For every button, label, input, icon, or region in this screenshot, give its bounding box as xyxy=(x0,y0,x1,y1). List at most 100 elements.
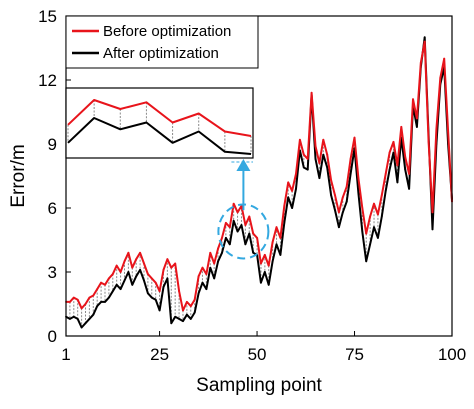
data-point-before-optimization xyxy=(252,232,255,235)
x-tick-label: 25 xyxy=(150,345,169,364)
data-point-before-optimization xyxy=(373,202,375,205)
data-point-before-optimization xyxy=(197,275,200,278)
data-point-before-optimization xyxy=(260,262,262,265)
data-point-after-optimization xyxy=(166,277,169,280)
data-point-after-optimization xyxy=(287,196,290,199)
data-point-after-optimization xyxy=(361,230,364,233)
data-point-before-optimization xyxy=(146,273,149,276)
data-point-after-optimization xyxy=(302,166,305,169)
series-line-before-optimization xyxy=(66,40,453,312)
data-point-after-optimization xyxy=(76,318,79,320)
data-point-before-optimization xyxy=(279,236,282,239)
data-point-before-optimization xyxy=(357,177,360,180)
data-point-after-optimization xyxy=(127,271,130,273)
data-point-after-optimization xyxy=(150,296,153,299)
data-point-before-optimization xyxy=(178,290,180,293)
data-point-after-optimization xyxy=(232,219,235,222)
data-point-after-optimization xyxy=(84,322,87,325)
data-point-after-optimization xyxy=(92,313,95,316)
x-tick-label: 1 xyxy=(61,345,70,364)
data-point-before-optimization xyxy=(334,194,336,197)
data-point-after-optimization xyxy=(135,275,138,278)
data-point-before-optimization xyxy=(166,258,169,261)
data-point-before-optimization xyxy=(419,62,422,64)
data-point-after-optimization xyxy=(217,260,219,263)
x-tick-label: 100 xyxy=(438,345,466,364)
data-point-after-optimization xyxy=(330,194,333,197)
data-point-before-optimization xyxy=(158,290,161,293)
zoom-inset xyxy=(65,87,270,260)
data-point-after-optimization xyxy=(240,224,243,226)
data-point-before-optimization xyxy=(369,215,372,218)
series-line-after-optimization xyxy=(65,36,453,329)
data-point-before-optimization xyxy=(185,300,188,303)
data-point-after-optimization xyxy=(154,298,157,301)
data-point-before-optimization xyxy=(295,172,297,175)
data-point-before-optimization xyxy=(423,40,426,43)
data-point-before-optimization xyxy=(135,258,138,261)
data-point-after-optimization xyxy=(267,283,270,286)
data-point-before-optimization xyxy=(380,194,383,197)
data-point-after-optimization xyxy=(388,168,391,171)
data-point-after-optimization xyxy=(201,281,204,284)
y-tick-label: 3 xyxy=(48,263,57,282)
data-point-before-optimization xyxy=(291,190,294,192)
data-point-after-optimization xyxy=(248,232,251,235)
data-point-before-optimization xyxy=(217,247,219,250)
data-point-after-optimization xyxy=(271,260,274,263)
data-point-before-optimization xyxy=(115,264,118,267)
data-point-before-optimization xyxy=(256,236,258,239)
data-point-after-optimization xyxy=(349,172,352,175)
data-point-before-optimization xyxy=(287,181,290,184)
data-point-after-optimization xyxy=(119,288,122,290)
inset-frame xyxy=(65,87,254,159)
data-point-after-optimization xyxy=(221,251,223,254)
data-point-after-optimization xyxy=(80,326,83,329)
data-point-before-optimization xyxy=(326,153,329,156)
data-point-after-optimization xyxy=(373,226,375,229)
data-point-before-optimization xyxy=(349,158,352,160)
data-point-before-optimization xyxy=(76,298,79,301)
data-point-after-optimization xyxy=(72,315,75,318)
data-point-before-optimization xyxy=(68,300,71,303)
data-point-before-optimization xyxy=(189,305,192,308)
data-point-before-optimization xyxy=(228,226,231,229)
data-point-before-optimization xyxy=(275,226,278,229)
data-point-before-optimization xyxy=(139,251,141,254)
data-point-before-optimization xyxy=(205,273,208,276)
data-point-after-optimization xyxy=(314,158,317,160)
data-point-before-optimization xyxy=(248,215,251,218)
data-point-before-optimization xyxy=(439,76,442,79)
data-point-before-optimization xyxy=(263,254,266,256)
data-point-after-optimization xyxy=(396,181,399,184)
data-point-after-optimization xyxy=(306,168,309,171)
data-point-after-optimization xyxy=(146,292,149,295)
data-point-after-optimization xyxy=(326,166,329,169)
data-point-after-optimization xyxy=(377,236,379,239)
x-tick-label: 50 xyxy=(248,345,267,364)
legend-label-after: After optimization xyxy=(103,45,219,62)
legend: Before optimization After optimization xyxy=(65,15,259,69)
data-point-after-optimization xyxy=(185,313,188,316)
data-point-after-optimization xyxy=(392,151,395,154)
data-point-after-optimization xyxy=(139,268,141,271)
data-point-after-optimization xyxy=(115,283,118,286)
data-point-after-optimization xyxy=(197,292,200,295)
data-point-before-optimization xyxy=(338,211,340,214)
data-point-before-optimization xyxy=(435,128,438,130)
plot-frame xyxy=(65,15,453,337)
data-point-after-optimization xyxy=(384,190,387,192)
data-point-after-optimization xyxy=(263,271,266,273)
data-point-before-optimization xyxy=(224,222,227,224)
data-point-after-optimization xyxy=(162,286,165,288)
data-point-before-optimization xyxy=(209,251,212,254)
data-point-after-optimization xyxy=(209,266,212,269)
series-layer xyxy=(65,36,453,329)
data-point-after-optimization xyxy=(111,290,114,293)
y-tick-label: 15 xyxy=(38,7,57,26)
data-point-before-optimization xyxy=(131,266,134,269)
data-point-after-optimization xyxy=(291,207,294,209)
data-point-after-optimization xyxy=(416,126,418,128)
data-point-before-optimization xyxy=(318,162,321,165)
y-tick-label: 6 xyxy=(48,199,57,218)
